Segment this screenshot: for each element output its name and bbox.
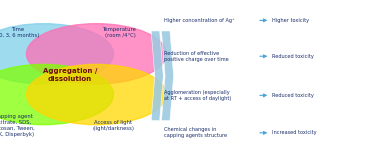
Text: Chemical changes in
capping agents structure: Chemical changes in capping agents struc… <box>164 127 228 138</box>
Circle shape <box>26 64 166 125</box>
Text: Agglomeration (especially
at RT + access of daylight): Agglomeration (especially at RT + access… <box>164 90 232 101</box>
Circle shape <box>0 64 113 125</box>
Text: Time
(0, 3, 6 months): Time (0, 3, 6 months) <box>0 27 39 38</box>
Text: Access of light
(light/darkness): Access of light (light/darkness) <box>92 120 135 131</box>
Circle shape <box>0 24 113 84</box>
Polygon shape <box>151 31 163 121</box>
Circle shape <box>26 24 166 84</box>
Polygon shape <box>161 31 174 121</box>
Text: Temperature
(room /4°C): Temperature (room /4°C) <box>103 27 137 38</box>
Text: Aggregation /
dissolution: Aggregation / dissolution <box>43 68 97 82</box>
Text: Reduced toxicity: Reduced toxicity <box>272 93 314 98</box>
Text: Reduction of effective
positive charge over time: Reduction of effective positive charge o… <box>164 51 229 62</box>
Text: Higher concentration of Ag⁺: Higher concentration of Ag⁺ <box>164 18 235 23</box>
Text: Reduced toxicity: Reduced toxicity <box>272 54 314 59</box>
Text: Higher toxicity: Higher toxicity <box>272 18 309 23</box>
Text: Capping agent
(citrate, SDS,
chitosan, Tween,
BYK, Disperbyk): Capping agent (citrate, SDS, chitosan, T… <box>0 114 35 137</box>
Text: Increased toxicity: Increased toxicity <box>272 130 317 135</box>
